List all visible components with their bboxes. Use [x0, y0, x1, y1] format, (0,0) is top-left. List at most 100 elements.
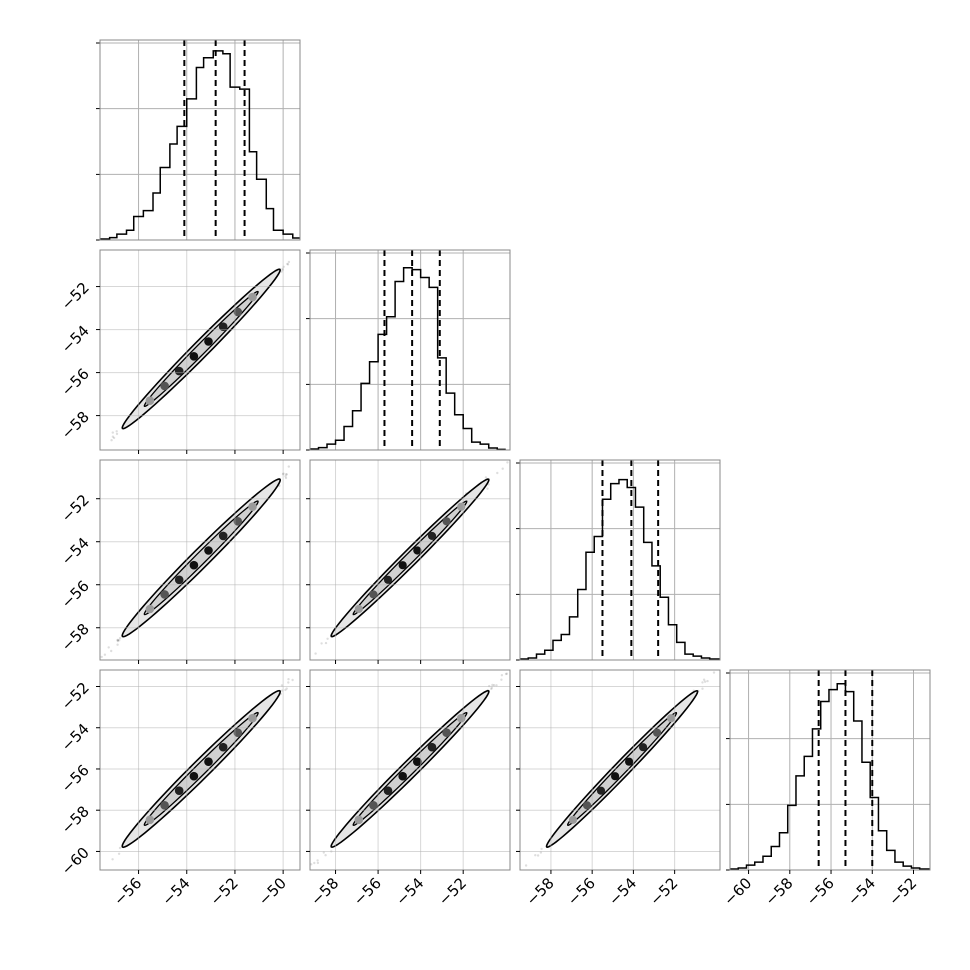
axes-frame — [519, 669, 721, 871]
sample-point — [505, 672, 509, 675]
sample-point — [116, 643, 119, 646]
sample-point — [324, 641, 328, 645]
sample-point — [540, 847, 543, 851]
sample-point — [110, 649, 113, 653]
sample-point — [496, 471, 499, 475]
sample-point — [115, 430, 118, 433]
sample-point — [100, 655, 103, 659]
x-tick-label: −58 — [523, 874, 558, 909]
sample-point — [284, 475, 287, 478]
grid-lines — [310, 460, 510, 660]
sample-point — [701, 687, 704, 690]
sample-point — [495, 684, 498, 687]
sample-point — [314, 652, 317, 655]
density-blob — [145, 396, 155, 406]
sample-point — [524, 864, 528, 867]
density-core — [145, 502, 257, 614]
density-blob — [667, 714, 676, 723]
density-blob — [189, 771, 199, 781]
scatter-panel-3-0 — [96, 669, 301, 874]
density-blob — [369, 801, 378, 810]
sample-point — [116, 638, 119, 642]
y-tick-label: −54 — [58, 322, 93, 357]
grid-lines — [520, 670, 720, 870]
density-blob — [457, 502, 466, 511]
sample-point — [536, 854, 540, 857]
sample-point — [103, 653, 107, 656]
sample-point — [500, 678, 503, 681]
sample-point — [702, 678, 706, 681]
grid-lines — [100, 250, 300, 450]
y-tick-label: −52 — [58, 491, 93, 526]
sample-point — [112, 436, 116, 440]
y-tick-label: −52 — [58, 279, 93, 314]
sample-point — [320, 642, 323, 645]
density-blob — [639, 743, 648, 752]
x-tick-label: −50 — [255, 874, 290, 909]
x-tick-label: −52 — [435, 874, 470, 909]
density-blob — [145, 815, 155, 825]
density-core — [145, 713, 257, 825]
density-blob — [189, 352, 199, 361]
sample-point — [287, 681, 290, 684]
density-blob — [398, 771, 408, 781]
sample-point — [316, 859, 319, 862]
histogram-step — [100, 50, 300, 240]
density-blob — [160, 801, 169, 810]
density-blob — [248, 502, 257, 512]
axes-frame — [99, 39, 301, 241]
sample-point — [284, 476, 288, 480]
sample-point — [285, 473, 288, 476]
sample-point — [118, 639, 121, 642]
sample-point — [111, 435, 115, 438]
histogram-panel-0 — [96, 39, 301, 241]
x-tick-label: −52 — [207, 874, 242, 909]
sample-point — [504, 672, 508, 676]
y-tick-label: −56 — [58, 365, 93, 400]
sample-point — [117, 852, 121, 855]
sample-point — [490, 687, 493, 691]
sample-point — [116, 639, 120, 643]
sample-point — [286, 263, 290, 266]
histogram-step — [520, 478, 720, 660]
sample-point — [287, 465, 290, 468]
x-tick-label: −54 — [392, 874, 427, 909]
density-blob — [233, 307, 243, 317]
y-tick-label: −58 — [58, 408, 93, 443]
density-blob — [204, 757, 213, 766]
sample-point — [285, 473, 288, 476]
histogram-panel-1 — [306, 249, 511, 451]
x-tick-label: −56 — [110, 874, 145, 909]
sample-point — [287, 260, 291, 264]
density-blob — [248, 713, 257, 723]
sample-point — [310, 863, 313, 866]
sample-point — [118, 637, 122, 640]
sample-point — [107, 646, 110, 649]
sample-point — [285, 687, 288, 690]
sample-point — [506, 461, 509, 464]
sample-point — [486, 487, 489, 490]
sample-point — [324, 854, 327, 857]
sample-point — [703, 680, 707, 683]
density-blob — [218, 322, 228, 332]
density-blob — [568, 815, 578, 824]
grid-lines — [100, 40, 300, 241]
grid-lines — [100, 460, 300, 660]
density-blob — [160, 590, 169, 599]
axes-frame — [99, 669, 301, 871]
sample-point — [111, 858, 114, 861]
scatter-panel-3-1 — [306, 669, 511, 874]
x-tick-label: −56 — [803, 874, 838, 909]
density-blob — [369, 590, 378, 599]
axes-frame — [309, 249, 511, 451]
density-blob — [174, 786, 184, 795]
density-blob — [354, 815, 364, 825]
density-blob — [625, 757, 634, 766]
density-blob — [582, 801, 592, 810]
histogram-panel-2 — [516, 459, 721, 661]
scatter-panel-1-0 — [96, 249, 301, 454]
axes-frame — [99, 459, 301, 661]
sample-point — [490, 686, 493, 689]
density-blob — [427, 531, 437, 540]
